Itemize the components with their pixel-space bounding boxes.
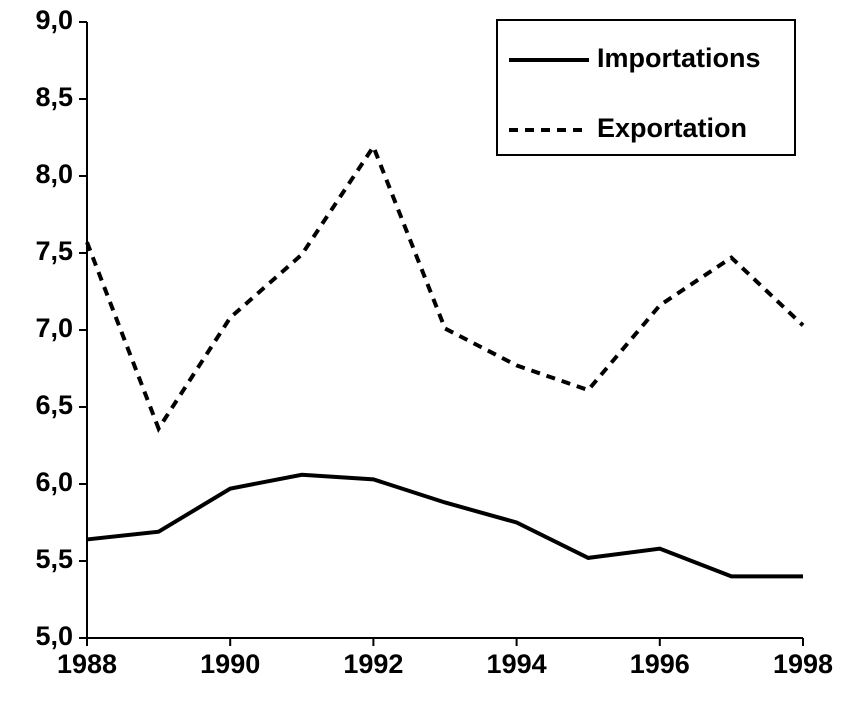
y-tick-label: 6,5 [35, 390, 73, 420]
y-tick-label: 7,5 [35, 236, 73, 266]
y-tick-label: 6,0 [35, 467, 73, 497]
x-tick-label: 1990 [200, 649, 260, 679]
series-line [86, 472, 803, 579]
y-tick-label: 8,0 [35, 159, 73, 189]
x-tick-label: 1996 [630, 649, 690, 679]
legend-box [496, 19, 796, 156]
y-tick-label: 9,0 [35, 5, 73, 35]
y-tick-label: 5,0 [35, 621, 73, 651]
legend-label: Exportation [597, 113, 747, 143]
series-line [85, 142, 805, 433]
x-tick-label: 1992 [343, 649, 403, 679]
y-tick-label: 5,5 [35, 544, 73, 574]
x-tick-label: 1998 [773, 649, 833, 679]
x-tick-label: 1988 [57, 649, 117, 679]
x-tick-label: 1994 [487, 649, 547, 679]
legend-label: Importations [597, 43, 761, 73]
y-tick-label: 7,0 [35, 313, 73, 343]
y-tick-label: 8,5 [35, 82, 73, 112]
